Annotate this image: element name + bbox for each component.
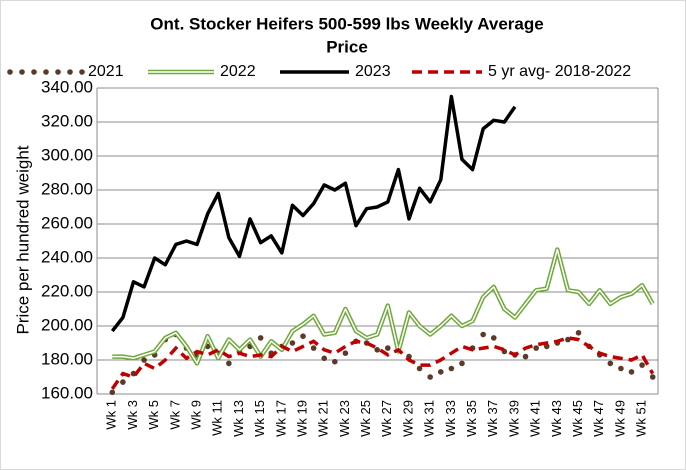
- data-point: [289, 340, 296, 346]
- y-tick-label: 220.00: [41, 281, 93, 300]
- legend-marker: [7, 69, 13, 75]
- x-tick-label: Wk 27: [379, 400, 394, 437]
- x-tick-label: Wk 1: [104, 400, 119, 430]
- legend-label: 2023: [355, 63, 391, 80]
- x-tick-label: Wk 39: [506, 400, 521, 437]
- legend-marker: [43, 69, 49, 75]
- legend-label: 5 yr avg- 2018-2022: [488, 63, 631, 80]
- data-point: [448, 365, 455, 372]
- x-tick-label: Wk 25: [358, 400, 373, 437]
- y-tick-label: 260.00: [41, 213, 93, 232]
- chart-title: Ont. Stocker Heifers 500-599 lbs Weekly …: [150, 14, 543, 33]
- data-point: [565, 336, 571, 343]
- data-point: [342, 350, 349, 357]
- data-point: [120, 379, 126, 385]
- data-point: [141, 357, 147, 363]
- x-tick-label: Wk 23: [337, 400, 352, 437]
- x-tick-label: Wk 51: [634, 400, 649, 437]
- data-point: [384, 345, 391, 351]
- data-point: [575, 330, 582, 336]
- legend-marker: [19, 69, 25, 75]
- x-tick-label: Wk 47: [591, 400, 606, 437]
- legend-marker: [79, 69, 85, 75]
- legend-marker: [31, 69, 37, 75]
- x-tick-label: Wk 17: [273, 400, 288, 437]
- data-point: [321, 355, 328, 362]
- data-point: [480, 331, 486, 338]
- x-tick-label: Wk 5: [146, 400, 161, 430]
- data-point: [300, 333, 306, 340]
- x-tick-label: Wk 15: [252, 400, 267, 437]
- x-tick-label: Wk 33: [443, 400, 458, 437]
- data-point: [628, 369, 635, 375]
- x-tick-label: Wk 7: [167, 400, 182, 430]
- x-tick-label: Wk 31: [422, 400, 437, 437]
- data-point: [459, 360, 465, 367]
- x-tick-label: Wk 9: [189, 400, 204, 430]
- data-point: [257, 335, 264, 341]
- data-point: [416, 365, 423, 372]
- data-point: [522, 353, 529, 360]
- y-tick-label: 300.00: [41, 145, 93, 164]
- x-tick-label: Wk 21: [316, 400, 331, 437]
- y-tick-label: 240.00: [41, 247, 93, 266]
- data-point: [649, 374, 656, 380]
- series-line-inner: [112, 248, 654, 365]
- data-point: [490, 335, 497, 341]
- y-tick-label: 180.00: [41, 349, 93, 368]
- data-point: [427, 374, 433, 380]
- y-tick-label: 280.00: [41, 179, 93, 198]
- series-line: [110, 336, 655, 390]
- data-point: [226, 360, 232, 367]
- x-tick-label: Wk 49: [612, 400, 627, 437]
- data-point: [543, 343, 550, 350]
- y-tick-label: 200.00: [41, 315, 93, 334]
- data-point: [639, 362, 645, 368]
- x-tick-label: Wk 19: [294, 400, 309, 437]
- y-tick-label: 340.00: [41, 77, 93, 96]
- x-tick-label: Wk 43: [549, 400, 564, 437]
- y-tick-label: 320.00: [41, 111, 93, 130]
- data-point: [109, 389, 116, 396]
- data-point: [618, 365, 624, 372]
- chart-title: Price: [326, 37, 368, 56]
- y-axis-label: Price per hundred weight: [13, 145, 32, 334]
- data-point: [374, 347, 381, 353]
- x-tick-label: Wk 29: [400, 400, 415, 437]
- x-tick-label: Wk 13: [231, 400, 246, 437]
- series-line: [110, 94, 517, 333]
- data-point: [533, 345, 539, 351]
- data-point: [332, 358, 338, 365]
- x-tick-label: Wk 11: [210, 400, 225, 436]
- legend-label: 2022: [220, 63, 256, 80]
- legend-marker: [55, 69, 61, 75]
- y-tick-label: 160.00: [41, 383, 93, 402]
- legend-label: 2021: [88, 63, 124, 80]
- x-tick-label: Wk 35: [464, 400, 479, 437]
- x-tick-label: Wk 3: [125, 400, 140, 430]
- data-point: [607, 360, 614, 367]
- x-tick-label: Wk 37: [485, 400, 500, 437]
- data-point: [437, 369, 444, 375]
- x-tick-label: Wk 41: [528, 400, 543, 437]
- x-tick-label: Wk 45: [570, 400, 585, 437]
- data-point: [310, 345, 317, 351]
- legend-marker: [67, 69, 73, 75]
